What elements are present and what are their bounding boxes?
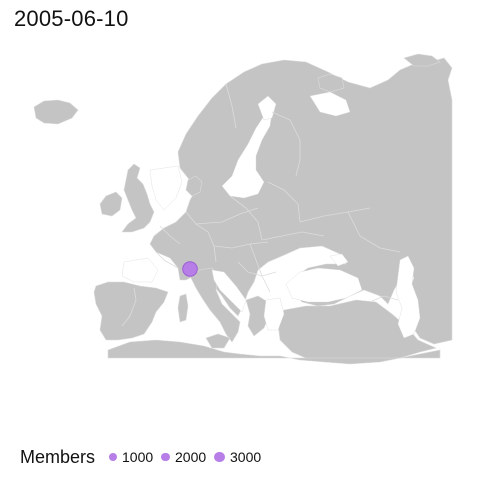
border-line bbox=[121, 287, 137, 327]
bay-of-biscay bbox=[121, 257, 159, 283]
border-line bbox=[261, 231, 325, 241]
frame-date-title: 2005-06-10 bbox=[14, 6, 129, 31]
black-sea bbox=[285, 267, 363, 303]
border-line bbox=[155, 251, 179, 269]
legend-item-2000: 2000 bbox=[161, 449, 206, 465]
gulf-of-bothnia bbox=[257, 95, 277, 121]
legend-title: Members bbox=[20, 446, 96, 467]
border-line bbox=[237, 261, 277, 277]
anatolia-shape bbox=[277, 299, 437, 361]
land-masses bbox=[33, 53, 453, 365]
ireland-shape bbox=[99, 191, 123, 217]
member-points bbox=[182, 261, 198, 277]
north-africa-shape bbox=[107, 339, 441, 365]
border-line bbox=[249, 243, 271, 293]
white-sea bbox=[309, 91, 351, 117]
water-bodies bbox=[121, 91, 421, 339]
border-line bbox=[225, 83, 237, 129]
legend-item-1000: 1000 bbox=[109, 449, 153, 465]
legend-item-3000: 3000 bbox=[214, 449, 261, 465]
sicily-shape bbox=[205, 333, 231, 349]
legend-dot-2000 bbox=[161, 452, 171, 462]
baltic-sea bbox=[221, 111, 273, 199]
border-line bbox=[271, 111, 301, 177]
border-line bbox=[347, 211, 401, 253]
border-line bbox=[185, 211, 217, 263]
sea-of-azov bbox=[329, 253, 349, 267]
adriatic-sea bbox=[211, 269, 247, 313]
sardinia-shape bbox=[177, 293, 189, 323]
north-sea bbox=[149, 165, 183, 211]
caspian-sea bbox=[395, 255, 421, 339]
border-line bbox=[267, 181, 301, 223]
legend-label-3000: 3000 bbox=[230, 449, 262, 465]
member-point bbox=[182, 261, 198, 277]
size-legend: Members 1000 2000 3000 bbox=[20, 444, 261, 470]
legend-label-1000: 1000 bbox=[122, 449, 154, 465]
mainland-europe-shape bbox=[149, 57, 453, 345]
legend-dot-3000 bbox=[214, 451, 226, 463]
great-britain-shape bbox=[121, 163, 155, 233]
aegean-sea bbox=[263, 297, 285, 331]
border-line bbox=[213, 241, 269, 249]
arctic-island-shape bbox=[403, 53, 441, 67]
border-line bbox=[229, 195, 263, 241]
border-line bbox=[159, 225, 181, 245]
iceland-shape bbox=[33, 99, 79, 125]
border-line bbox=[299, 207, 371, 223]
country-borders bbox=[121, 83, 401, 327]
svalbard-shape bbox=[317, 73, 345, 93]
greece-shape bbox=[245, 295, 271, 337]
border-line bbox=[369, 295, 399, 303]
denmark-shape bbox=[185, 175, 203, 197]
legend-label-2000: 2000 bbox=[175, 449, 207, 465]
iberian-peninsula-shape bbox=[93, 281, 169, 341]
legend-dot-1000 bbox=[109, 453, 118, 461]
